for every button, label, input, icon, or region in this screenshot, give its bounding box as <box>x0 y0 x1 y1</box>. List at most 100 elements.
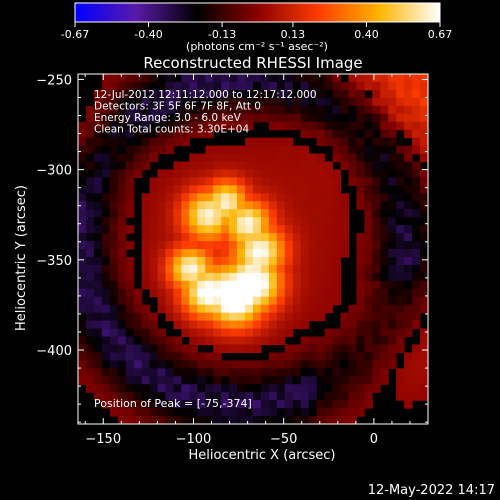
heatmap-cell <box>340 352 350 361</box>
heatmap-cell <box>173 296 183 306</box>
heatmap-cell <box>308 217 318 226</box>
heatmap-cell <box>276 145 286 155</box>
heatmap-cell <box>181 225 190 234</box>
heatmap-cell <box>78 296 87 306</box>
heatmap-cell <box>133 113 143 123</box>
heatmap-cell <box>380 89 389 99</box>
heatmap-cell <box>141 121 151 131</box>
heatmap-cell <box>133 74 143 83</box>
heatmap-cell <box>420 177 428 186</box>
heatmap-cell <box>78 264 87 274</box>
heatmap-cell <box>101 145 111 155</box>
heatmap-cell <box>149 416 159 424</box>
heatmap-cell <box>125 304 135 314</box>
heatmap-cell <box>308 304 318 314</box>
heatmap-cell <box>213 249 222 258</box>
heatmap-cell <box>109 137 119 147</box>
heatmap-cell <box>380 97 389 107</box>
heatmap-cell <box>125 161 135 171</box>
heatmap-cell <box>356 256 365 266</box>
heatmap-cell <box>197 328 206 338</box>
heatmap-cell <box>213 408 222 417</box>
heatmap-cell <box>260 360 270 369</box>
heatmap-cell <box>237 177 246 186</box>
heatmap-cell <box>356 408 365 417</box>
heatmap-cell <box>388 312 397 322</box>
heatmap-cell <box>380 249 389 258</box>
heatmap-cell <box>292 360 302 369</box>
heatmap-cell <box>380 225 389 234</box>
heatmap-cell <box>85 185 95 194</box>
heatmap-cell <box>396 233 405 242</box>
heatmap-cell <box>101 129 111 139</box>
heatmap-cell <box>348 320 358 330</box>
heatmap-cell <box>173 408 183 417</box>
heatmap-cell <box>396 376 405 385</box>
heatmap-cell <box>141 145 151 155</box>
heatmap-cell <box>149 400 159 409</box>
heatmap-cell <box>380 81 389 91</box>
heatmap-cell <box>141 400 151 409</box>
heatmap-cell <box>332 193 342 202</box>
heatmap-cell <box>324 368 334 377</box>
heatmap-cell <box>348 137 358 147</box>
axis-ticks: −150 −100 −50 0−250−300−350−400 <box>36 73 429 447</box>
heatmap-cell <box>117 416 127 424</box>
heatmap-cell <box>245 81 254 91</box>
heatmap-cell <box>237 209 246 218</box>
heatmap-cell <box>348 392 358 401</box>
heatmap-cell <box>109 392 119 401</box>
heatmap-cell <box>260 241 270 250</box>
heatmap-cell <box>157 105 167 115</box>
heatmap-cell <box>284 105 294 115</box>
heatmap-cell <box>300 225 310 234</box>
heatmap-cell <box>268 360 278 369</box>
heatmap-cell <box>308 288 318 298</box>
heatmap-cell <box>404 320 413 330</box>
heatmap-cell <box>276 368 286 377</box>
heatmap-cell <box>101 89 111 99</box>
heatmap-cell <box>125 225 135 234</box>
heatmap-cell <box>420 201 428 210</box>
heatmap-cell <box>109 249 119 258</box>
heatmap-cell <box>388 288 397 298</box>
heatmap-cell <box>149 241 159 250</box>
heatmap-cell <box>205 121 214 131</box>
heatmap-cell <box>276 89 286 99</box>
heatmap-cell <box>157 129 167 139</box>
heatmap-cell <box>237 376 246 385</box>
heatmap-cell <box>181 129 190 139</box>
heatmap-cell <box>332 97 342 107</box>
heatmap-cell <box>189 161 198 171</box>
heatmap-cell <box>117 74 127 83</box>
heatmap-cell <box>284 161 294 171</box>
heatmap-cell <box>292 264 302 274</box>
heatmap-cell <box>197 392 206 401</box>
heatmap-cell <box>78 320 87 330</box>
heatmap-cell <box>412 392 421 401</box>
heatmap-cell <box>420 121 428 131</box>
heatmap-cell <box>221 89 230 99</box>
heatmap-cell <box>197 241 206 250</box>
heatmap-cell <box>165 233 175 242</box>
heatmap-cell <box>78 153 87 163</box>
heatmap-cell <box>173 384 183 393</box>
heatmap-cell <box>260 81 270 91</box>
heatmap-cell <box>189 233 198 242</box>
y-axis-label: Heliocentric Y (arcsec) <box>14 185 29 331</box>
heatmap-cell <box>125 129 135 139</box>
heatmap-cell <box>253 113 262 123</box>
heatmap-cell <box>101 360 111 369</box>
heatmap-cell <box>332 105 342 115</box>
heatmap-cell <box>181 264 190 274</box>
heatmap-cell <box>340 408 350 417</box>
heatmap-cell <box>380 280 389 290</box>
heatmap-cell <box>268 376 278 385</box>
heatmap-cell <box>93 225 103 234</box>
heatmap-cell <box>237 400 246 409</box>
heatmap-cell <box>396 296 405 306</box>
heatmap-cell <box>276 81 286 91</box>
heatmap-cell <box>260 105 270 115</box>
heatmap-cell <box>101 320 111 330</box>
heatmap-cell <box>316 105 326 115</box>
